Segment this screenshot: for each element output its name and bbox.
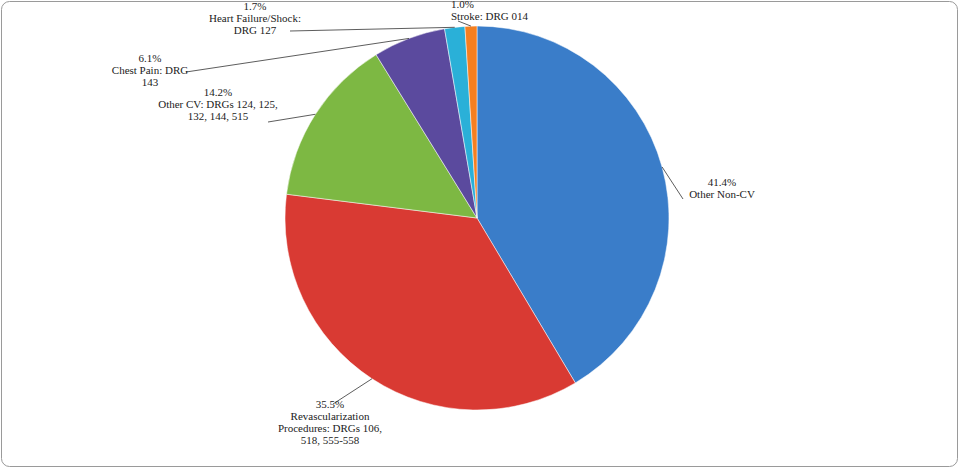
data-label: 1.7% [244, 0, 267, 12]
category-label: Heart Failure/Shock:DRG 127 [209, 12, 301, 36]
category-label: Other Non-CV [689, 188, 755, 200]
leader-line [290, 27, 455, 31]
labels: 41.4%Other Non-CV 35.5%RevascularizationP… [112, 0, 755, 446]
category-label-line: Other CV: DRGs 124, 125, [158, 98, 278, 110]
category-label: Stroke: DRG 014 [451, 10, 529, 22]
pie-slice [465, 26, 477, 218]
leader-line [186, 38, 409, 72]
category-label-line: Revascularization [291, 410, 370, 422]
category-label: Other CV: DRGs 124, 125,132, 144, 515 [158, 98, 278, 122]
category-label-line: 518, 555-558 [301, 434, 360, 446]
data-label: 6.1% [139, 52, 162, 64]
data-label: 14.2% [204, 86, 232, 98]
frame [2, 2, 958, 467]
leader-line [268, 114, 315, 122]
category-label-line: DRG 127 [234, 24, 277, 36]
category-label-line: Stroke: DRG 014 [451, 10, 529, 22]
category-label-line: Heart Failure/Shock: [209, 12, 301, 24]
pie-slice [445, 26, 477, 218]
category-label: Chest Pain: DRG143 [112, 64, 188, 88]
pie-slice [285, 194, 575, 410]
category-label-line: Chest Pain: DRG [112, 64, 188, 76]
category-label-line: Other Non-CV [689, 188, 755, 200]
leader-line [662, 167, 683, 199]
data-label: 35.5% [316, 398, 344, 410]
chart: 41.4%Other Non-CV 35.5%RevascularizationP… [0, 0, 959, 468]
category-label-line: 143 [142, 76, 159, 88]
category-label-line: Procedures: DRGs 106, [278, 422, 382, 434]
category-label-line: 132, 144, 515 [188, 110, 249, 122]
pie [285, 26, 669, 410]
category-label: RevascularizationProcedures: DRGs 106,51… [278, 410, 382, 446]
data-label: 1.0% [451, 0, 474, 10]
data-label: 41.4% [708, 176, 736, 188]
